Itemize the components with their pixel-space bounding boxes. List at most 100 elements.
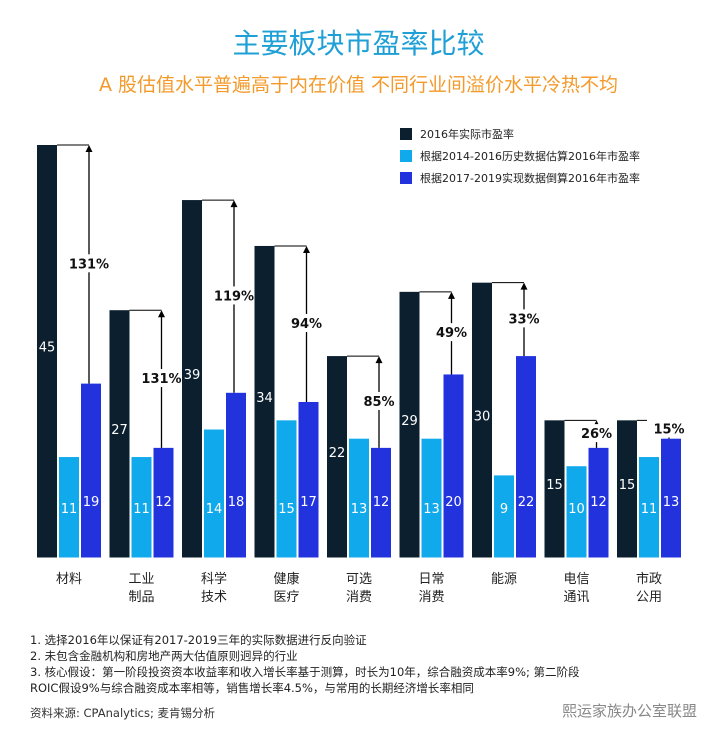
bar [494,475,514,558]
category-label: 消费 [346,590,372,605]
premium-label: 131% [141,372,181,387]
category-label: 科学 [201,571,227,587]
bar-value-label: 9 [500,502,508,517]
category-label: 电信 [563,572,589,587]
bar [516,356,536,558]
bar-value-label: 10 [568,502,585,517]
bar [204,429,224,558]
bar-value-label: 13 [423,502,440,517]
category-label: 医疗 [273,590,299,605]
bar [182,200,202,559]
premium-label-bg [502,309,546,328]
legend-item: 2016年实际市盈率 [400,123,640,145]
bar-value-label: 13 [663,495,680,510]
legend-label: 根据2014-2016历史数据估算2016年市盈率 [420,150,640,163]
legend-label: 根据2017-2019实现数据倒算2016年市盈率 [420,172,640,185]
bar [443,374,464,558]
bar-value-label: 34 [256,391,273,406]
footnotes: 1. 选择2016年以保证有2017-2019三年的实际数据进行反向验证 2. … [30,632,580,696]
category-label: 公用 [636,590,662,605]
chart-subtitle: A 股估值水平普遍高于内在价值 不同行业间溢价水平冷热不均 [98,74,619,96]
bar [131,457,152,558]
arrow-head-icon [520,282,528,290]
bar-value-label: 19 [83,495,100,510]
category-label: 市政 [636,571,662,587]
legend: 2016年实际市盈率 根据2014-2016历史数据估算2016年市盈率 根据2… [400,123,640,189]
bar [639,457,659,558]
bar-value-label: 13 [351,502,368,517]
bar [59,457,79,558]
legend-swatch [400,172,412,184]
legend-swatch [400,150,412,162]
category-label: 消费 [418,590,444,605]
premium-label-bg [284,313,329,332]
bar [298,401,319,558]
bar [371,447,391,558]
bar-value-label: 12 [155,495,172,510]
bar-value-label: 39 [184,368,201,383]
chart-title: 主要板块市盈率比较 [232,27,485,60]
premium-label: 49% [436,326,467,341]
bar [617,420,637,558]
bar-value-label: 11 [133,502,150,517]
bar [226,392,246,558]
bar-value-label: 45 [39,341,56,356]
premium-label-bg [67,254,111,273]
source-note: 资料来源: CPAnalytics; 麦肯锡分析 [30,706,216,720]
premium-label-bg [574,424,619,443]
category-label: 技术 [201,590,227,605]
bar [661,438,681,558]
premium-label-bg [212,286,256,305]
bar-value-label: 12 [373,495,390,510]
premium-label: 94% [291,317,322,332]
category-label: 制品 [128,590,154,605]
bar [544,420,565,558]
bar-value-label: 17 [300,495,317,510]
footnote: 3. 核心假设：第一阶段投资资本收益率和收入增长率基于测算，时长为10年，综合融… [30,665,580,679]
bar-value-label: 22 [518,495,535,510]
bar-value-label: 15 [278,502,295,517]
bar-value-label: 22 [329,446,346,461]
premium-label-bg [139,369,184,388]
bar [153,447,174,558]
bar-value-label: 29 [401,414,418,429]
premium-label: 119% [214,289,254,304]
arrow-head-icon [448,291,455,299]
bar-value-label: 18 [228,495,245,510]
legend-swatch [400,128,412,140]
bar-value-label: 15 [619,478,636,493]
category-label: 通讯 [563,590,589,605]
bar-value-label: 11 [641,502,658,517]
legend-item: 根据2014-2016历史数据估算2016年市盈率 [400,145,640,167]
premium-label: 33% [508,312,539,327]
bar-value-label: 12 [590,495,607,510]
arrow-head-icon [375,356,383,364]
bar [472,282,492,558]
premium-label-bg [357,391,401,410]
bar [349,438,369,558]
footnote: 2. 未包含金融机构和房地产两大估值原则迥异的行业 [30,649,298,663]
bar-value-label: 30 [474,409,491,424]
category-label: 日常 [418,572,444,587]
premium-label: 26% [581,427,612,442]
bar-value-label: 27 [111,423,128,438]
bar [327,356,347,558]
category-label: 可选 [346,572,372,587]
bar-value-label: 15 [546,478,563,493]
bar-value-label: 14 [206,502,223,517]
bar [81,383,101,558]
legend-label: 2016年实际市盈率 [420,128,514,141]
premium-label-bg [647,419,691,438]
watermark: 熙运家族办公室联盟 [561,702,697,720]
bar [399,291,420,558]
bar-value-label: 11 [61,502,78,517]
bar [254,245,275,558]
bar [109,310,130,558]
legend-item: 根据2017-2019实现数据倒算2016年市盈率 [400,167,640,189]
bar [421,438,442,558]
premium-label: 131% [69,257,109,272]
bar [276,420,297,558]
bar [37,145,57,558]
